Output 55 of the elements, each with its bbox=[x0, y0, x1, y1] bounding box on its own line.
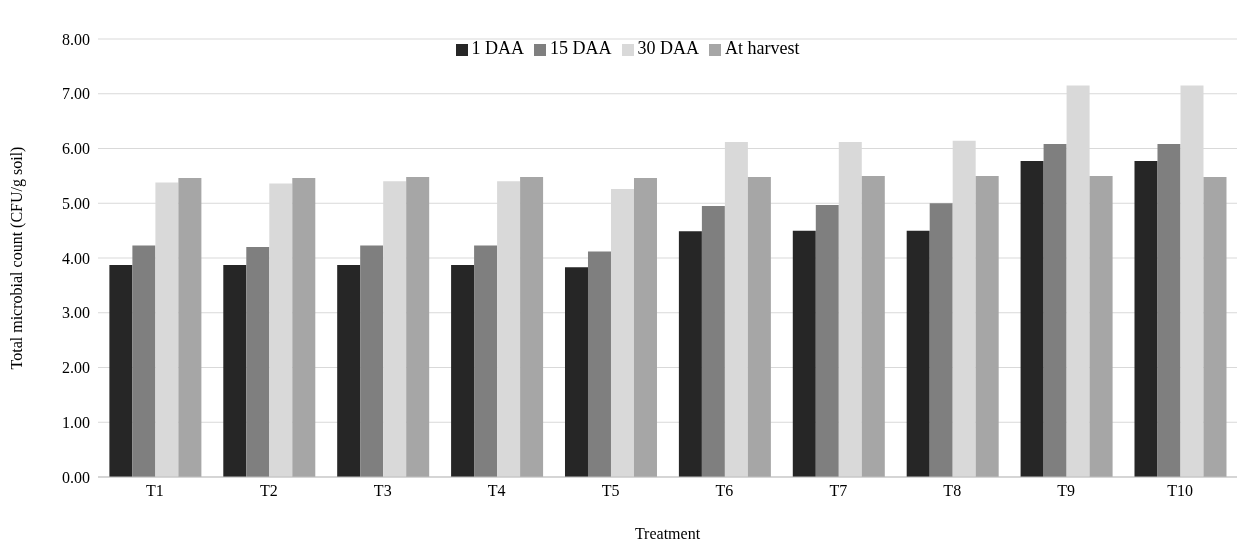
y-tick-label: 8.00 bbox=[62, 30, 90, 48]
bar bbox=[564, 267, 588, 477]
y-tick-label: 5.00 bbox=[62, 194, 90, 212]
y-tick-label: 0.00 bbox=[62, 468, 90, 486]
x-tick-label: T7 bbox=[829, 482, 848, 500]
bar bbox=[337, 265, 361, 477]
bar bbox=[1157, 144, 1181, 477]
bar bbox=[360, 245, 384, 477]
x-tick-label: T5 bbox=[601, 482, 620, 500]
bar bbox=[406, 176, 430, 477]
bar bbox=[474, 245, 498, 477]
x-tick-label: T8 bbox=[943, 482, 962, 500]
bar bbox=[178, 178, 202, 477]
x-tick-label: T6 bbox=[715, 482, 734, 500]
bar bbox=[520, 176, 544, 477]
x-tick-label: T4 bbox=[487, 482, 506, 500]
y-axis-title: Total microbial count (CFU/g soil) bbox=[7, 146, 26, 370]
legend-label: 30 DAA bbox=[637, 38, 699, 58]
bar bbox=[975, 175, 999, 477]
x-tick-label: T9 bbox=[1057, 482, 1076, 500]
bar bbox=[223, 265, 247, 477]
bar bbox=[451, 265, 475, 477]
bar bbox=[906, 230, 930, 477]
x-tick-label: T1 bbox=[146, 482, 164, 500]
x-tick-label: T2 bbox=[259, 482, 278, 500]
bar bbox=[747, 176, 771, 477]
bar bbox=[1089, 175, 1113, 477]
bar bbox=[132, 245, 156, 477]
legend-label: 1 DAA bbox=[471, 38, 524, 58]
bar bbox=[1043, 144, 1067, 477]
bar bbox=[1203, 176, 1227, 477]
y-tick-label: 1.00 bbox=[62, 413, 90, 431]
bar bbox=[929, 203, 953, 477]
bar bbox=[815, 204, 839, 477]
bar bbox=[633, 178, 657, 477]
bar bbox=[292, 178, 316, 477]
y-tick-label: 7.00 bbox=[62, 85, 90, 103]
bar bbox=[1020, 161, 1044, 477]
y-tick-label: 3.00 bbox=[62, 304, 90, 322]
bar bbox=[1134, 161, 1158, 477]
x-tick-label: T10 bbox=[1167, 482, 1193, 500]
bar bbox=[246, 247, 270, 477]
y-tick-label: 2.00 bbox=[62, 359, 90, 377]
y-tick-label: 6.00 bbox=[62, 140, 90, 158]
x-axis-title: Treatment bbox=[634, 525, 701, 542]
bar bbox=[701, 205, 725, 477]
bar bbox=[792, 230, 816, 477]
bar bbox=[678, 231, 702, 477]
legend-label: At harvest bbox=[725, 38, 800, 58]
bar bbox=[587, 251, 611, 477]
y-tick-label: 4.00 bbox=[62, 249, 90, 267]
x-tick-label: T3 bbox=[373, 482, 392, 500]
bar bbox=[861, 175, 885, 477]
bar bbox=[109, 265, 133, 477]
legend-label: 15 DAA bbox=[550, 38, 612, 58]
